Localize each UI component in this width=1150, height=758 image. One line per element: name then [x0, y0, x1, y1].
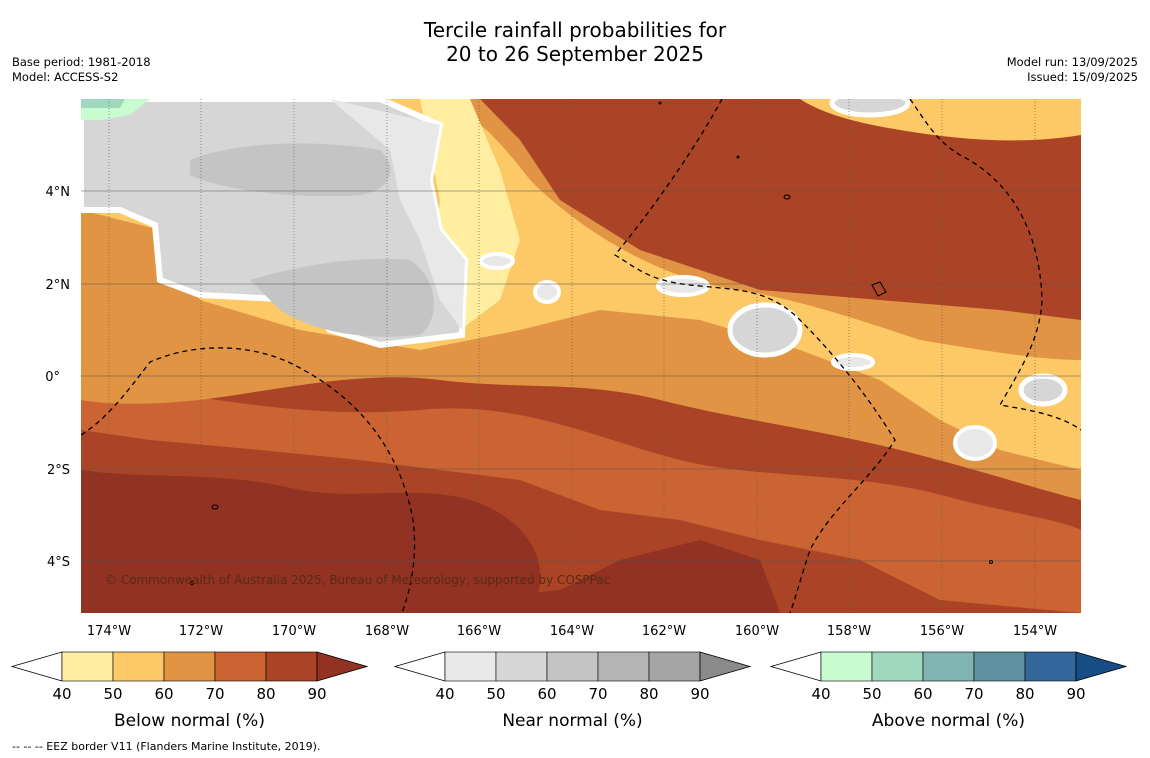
- colorbar-segment: [597, 651, 650, 682]
- colorbar-min-extend: [769, 651, 822, 682]
- colorbar-tick: 90: [690, 685, 709, 703]
- field-below-70: [81, 380, 1081, 613]
- colorbar-segment: [922, 651, 975, 682]
- colorbar-segment: [820, 651, 873, 682]
- field-near-normal-patch-4: [953, 425, 997, 461]
- field-near-normal-patch-6: [831, 353, 875, 371]
- colorbar-tick: 70: [205, 685, 224, 703]
- colorbar-label: Above normal (%): [872, 711, 1025, 731]
- colorbar-tick: 40: [811, 685, 830, 703]
- colorbar-tick: 60: [913, 685, 932, 703]
- eez-borders: [81, 99, 1081, 613]
- colorbar-segment: [61, 651, 114, 682]
- lon-ticks: 174°W 172°W 170°W 168°W 166°W 164°W 162°…: [87, 624, 1057, 639]
- colorbar-1: 40 50 60 70 80 90 Below normal (%): [10, 651, 369, 731]
- map-title: Tercile rainfall probabilities for 20 to…: [0, 18, 1150, 66]
- colorbar-label: Below normal (%): [114, 711, 265, 731]
- lat-ticks: 4°N 2°N 0° 2°S 4°S: [45, 185, 70, 570]
- colorbar-max-extend: [316, 651, 369, 682]
- lon-tick: 166°W: [457, 624, 501, 639]
- eez-footnote: -- -- -- EEZ border V11 (Flanders Marine…: [12, 740, 321, 753]
- lon-tick: 160°W: [735, 624, 779, 639]
- colorbar-2: 40 50 60 70 80 90 Near normal (%): [393, 651, 752, 731]
- field-below-90-sw: [81, 470, 541, 613]
- field-near-normal-patch-7: [533, 280, 561, 304]
- field-near-normal-patch-2: [1018, 373, 1068, 407]
- islands: [190, 101, 993, 585]
- model-name: Model: ACCESS-S2: [12, 70, 119, 84]
- colorbar-segment: [265, 651, 318, 682]
- title-line-2: 20 to 26 September 2025: [446, 42, 704, 66]
- field-near-normal-light: [330, 99, 465, 330]
- colorbar-max-extend: [1075, 651, 1128, 682]
- colorbar-tick: 60: [537, 685, 556, 703]
- colorbar-segment: [495, 651, 548, 682]
- colorbar-tick: 50: [862, 685, 881, 703]
- model-run: Model run: 13/09/2025: [1006, 55, 1138, 69]
- lon-tick: 162°W: [642, 624, 686, 639]
- colorbar-tick: 50: [103, 685, 122, 703]
- lon-tick: 170°W: [272, 624, 316, 639]
- colorbar-segment: [1024, 651, 1077, 682]
- lon-tick: 158°W: [827, 624, 871, 639]
- lon-tick: 156°W: [920, 624, 964, 639]
- field-near-normal-dark-2: [250, 258, 434, 337]
- colorbar-segment: [163, 651, 216, 682]
- colorbar-segment: [973, 651, 1026, 682]
- base-period: Base period: 1981-2018: [12, 55, 151, 69]
- colorbar-min-extend: [10, 651, 63, 682]
- lon-tick: 172°W: [179, 624, 223, 639]
- lon-tick: 164°W: [550, 624, 594, 639]
- field-near-normal-patch-5: [656, 275, 710, 297]
- colorbar-tick: 90: [307, 685, 326, 703]
- colorbar-tick: 40: [435, 685, 454, 703]
- colorbar-tick: 80: [1015, 685, 1034, 703]
- probability-field: [81, 99, 1081, 613]
- colorbar-3: 40 50 60 70 80 90 Above normal (%): [769, 651, 1128, 731]
- field-near-normal-patch-3: [829, 99, 911, 118]
- lon-tick: 174°W: [87, 624, 131, 639]
- issued-date: Issued: 15/09/2025: [1027, 70, 1138, 84]
- colorbar-tick: 80: [256, 685, 275, 703]
- colorbar-segment: [648, 651, 701, 682]
- lon-tick: 168°W: [365, 624, 409, 639]
- colorbar-segment: [871, 651, 924, 682]
- colorbar-min-extend: [393, 651, 446, 682]
- colorbar-tick: 90: [1066, 685, 1085, 703]
- colorbar-tick: 60: [154, 685, 173, 703]
- colorbar-max-extend: [699, 651, 752, 682]
- lat-tick-0: 0°: [45, 370, 60, 385]
- field-near-normal-dark: [190, 143, 391, 197]
- colorbar-segment: [112, 651, 165, 682]
- field-above-normal-60: [81, 99, 125, 108]
- meta-right: Model run: 13/09/2025 Issued: 15/09/2025: [1007, 55, 1138, 85]
- colorbar-segment: [444, 651, 497, 682]
- field-near-normal-patch-8: [479, 252, 515, 270]
- lat-tick-4n: 4°N: [46, 185, 71, 200]
- meta-left: Base period: 1981-2018 Model: ACCESS-S2: [12, 55, 151, 85]
- colorbar-tick: 80: [639, 685, 658, 703]
- colorbar-label: Near normal (%): [502, 711, 642, 731]
- lon-tick: 154°W: [1013, 624, 1057, 639]
- graticule: [81, 99, 1081, 613]
- colorbar-tick: 50: [486, 685, 505, 703]
- colorbar-segment: [214, 651, 267, 682]
- colorbars: 40 50 60 70 80 90 Below normal (%) 40 50 60 70 80 90…: [10, 651, 1128, 731]
- field-near-normal-patch-1: [727, 302, 803, 358]
- title-line-1: Tercile rainfall probabilities for: [423, 18, 727, 42]
- colorbar-tick: 70: [588, 685, 607, 703]
- colorbar-tick: 70: [964, 685, 983, 703]
- lat-tick-4s: 4°S: [47, 555, 70, 570]
- colorbar-segment: [546, 651, 599, 682]
- lat-tick-2n: 2°N: [46, 278, 71, 293]
- copyright-text: © Commonwealth of Australia 2025, Bureau…: [105, 573, 610, 587]
- lat-tick-2s: 2°S: [47, 463, 70, 478]
- colorbar-tick: 40: [52, 685, 71, 703]
